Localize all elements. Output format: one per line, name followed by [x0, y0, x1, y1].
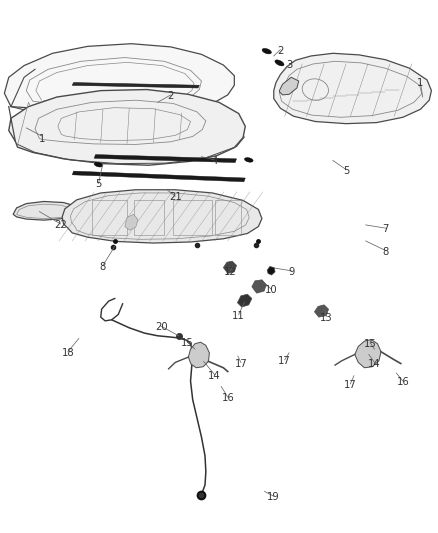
Text: 17: 17: [234, 359, 247, 368]
Polygon shape: [223, 261, 237, 273]
Text: 1: 1: [39, 134, 45, 143]
Text: 5: 5: [343, 166, 349, 175]
Text: 15: 15: [364, 339, 377, 349]
Text: 2: 2: [168, 91, 174, 101]
Text: 10: 10: [265, 286, 278, 295]
Text: 8: 8: [100, 262, 106, 271]
Polygon shape: [94, 155, 237, 163]
Text: 20: 20: [155, 322, 167, 332]
Polygon shape: [267, 266, 275, 275]
Ellipse shape: [94, 163, 103, 167]
Ellipse shape: [244, 158, 253, 162]
Text: 17: 17: [344, 380, 357, 390]
Text: 15: 15: [181, 338, 194, 348]
Text: 16: 16: [396, 377, 410, 387]
Text: 12: 12: [223, 267, 237, 277]
Polygon shape: [279, 77, 299, 95]
Text: 5: 5: [95, 180, 102, 189]
Text: 9: 9: [288, 267, 294, 277]
Text: 14: 14: [368, 359, 381, 368]
Polygon shape: [237, 294, 252, 307]
Polygon shape: [9, 90, 245, 165]
Polygon shape: [274, 53, 431, 124]
Polygon shape: [355, 340, 381, 368]
Polygon shape: [72, 83, 199, 88]
Text: 22: 22: [54, 220, 67, 230]
Text: 8: 8: [382, 247, 389, 257]
Text: 17: 17: [278, 356, 291, 366]
Text: 19: 19: [267, 492, 280, 502]
Text: 4: 4: [212, 156, 218, 166]
Text: 18: 18: [62, 348, 74, 358]
Text: 13: 13: [320, 313, 332, 322]
Polygon shape: [13, 201, 78, 220]
Text: 11: 11: [232, 311, 245, 320]
Text: 16: 16: [221, 393, 234, 403]
Ellipse shape: [275, 60, 284, 66]
Text: 7: 7: [382, 224, 389, 234]
Polygon shape: [314, 305, 328, 317]
Text: 21: 21: [169, 192, 182, 202]
Polygon shape: [188, 342, 209, 368]
Text: 3: 3: [286, 60, 292, 70]
Text: 2: 2: [277, 46, 283, 55]
Polygon shape: [125, 214, 138, 230]
Polygon shape: [4, 44, 234, 115]
Polygon shape: [62, 190, 262, 243]
Polygon shape: [72, 171, 245, 182]
Ellipse shape: [262, 49, 272, 54]
Polygon shape: [252, 280, 266, 293]
Text: 1: 1: [417, 78, 424, 87]
Text: 14: 14: [208, 371, 221, 381]
